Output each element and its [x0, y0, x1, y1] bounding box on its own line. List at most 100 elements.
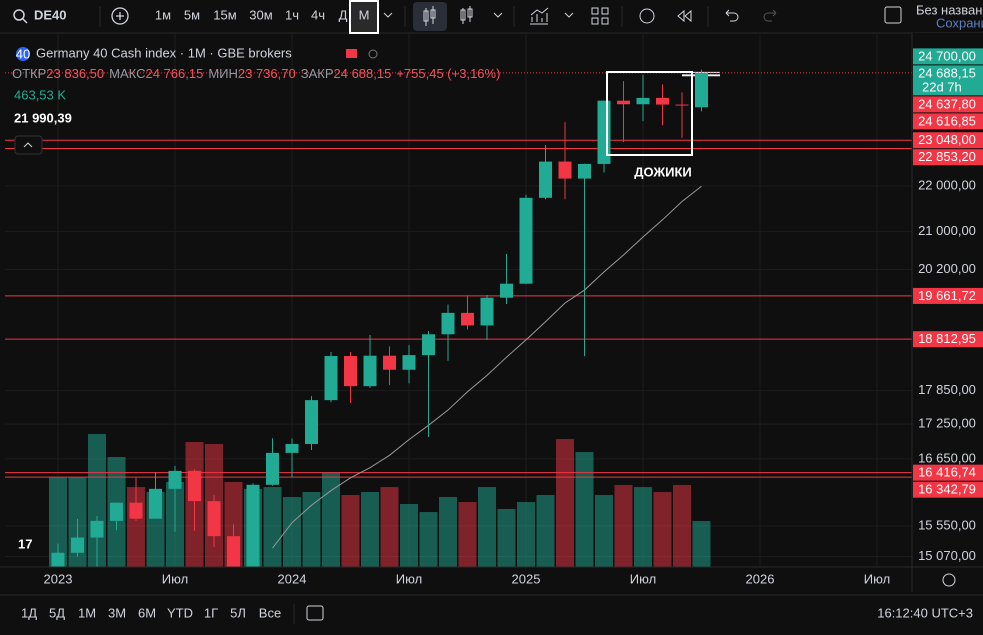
candles-type[interactable] [413, 2, 447, 31]
price-tick-label: 20 200,00 [918, 261, 976, 276]
volume-bar [536, 494, 555, 567]
time-tick-label: Июл [864, 571, 890, 586]
range-button[interactable]: 1Д [21, 605, 37, 620]
volume-bar [341, 494, 360, 567]
range-button[interactable]: 1Г [204, 605, 218, 620]
volume-bar [556, 439, 574, 567]
collapse-button[interactable] [14, 135, 43, 155]
undo[interactable] [725, 9, 739, 22]
search-icon [22, 18, 28, 24]
ohlc: ОТКР23 836,50 МАКС24 766,15 МИН23 736,70 ЗА… [12, 66, 500, 81]
interval[interactable]: 15м [213, 7, 236, 22]
range-button[interactable]: 1М [78, 605, 96, 620]
interval[interactable]: 1ч [285, 7, 299, 22]
time-axis: 2023 Июл 2024 Июл 2025 Июл 2026 Июл [44, 571, 891, 586]
interval[interactable]: 4ч [311, 7, 325, 22]
price-tag [913, 149, 983, 166]
price-tag [913, 464, 983, 481]
alert[interactable] [639, 8, 655, 24]
volume-bar [692, 521, 711, 567]
price-tick-label: 21 000,00 [918, 223, 976, 238]
interval[interactable]: 30м [249, 7, 272, 22]
interval[interactable]: 5м [184, 7, 200, 22]
indicators[interactable] [530, 7, 574, 25]
volume-bar [653, 492, 672, 567]
price-tag-label: 22 853,20 [918, 149, 976, 164]
candle-body [246, 484, 260, 567]
flag [346, 49, 357, 58]
date-range[interactable] [306, 605, 324, 621]
candle-body [168, 470, 182, 489]
settings[interactable] [942, 573, 956, 587]
price-tick-label: 17 250,00 [918, 416, 976, 431]
candle-body [129, 502, 143, 519]
legend-title: Germany 40 Cash index · 1M · GBE brokers [36, 45, 292, 60]
range-button[interactable]: 5Д [49, 605, 65, 620]
price-tag-label: 24 637,80 [918, 96, 976, 111]
chart-type[interactable] [460, 6, 503, 24]
candle-body [578, 163, 591, 179]
save-status: Сохранить [936, 15, 983, 30]
range-button[interactable]: 6М [138, 605, 156, 620]
volume-bar [419, 512, 438, 567]
layout-name[interactable]: Без назван [916, 2, 982, 17]
range-button[interactable]: YTD [167, 605, 193, 620]
value: 23 836,50 [46, 66, 104, 81]
volume-bar [673, 484, 691, 567]
redo[interactable] [763, 9, 777, 22]
add-symbol[interactable] [111, 7, 129, 25]
value: 24 766,15 [145, 66, 203, 81]
volume-bar [322, 471, 340, 567]
candle-body [363, 355, 377, 387]
moving-average [272, 185, 702, 549]
label: МИН [208, 66, 238, 81]
interval[interactable]: 1м [155, 7, 171, 22]
time-tick-label: 2024 [278, 571, 307, 586]
candle-body [51, 552, 65, 567]
price-tag-label: 16 416,74 [918, 465, 976, 480]
legend-eye [368, 49, 378, 59]
volume-bar [380, 487, 399, 567]
intervals: 1м 5м 15м 30м 1ч 4ч Д М [155, 7, 370, 22]
replay[interactable] [677, 9, 692, 23]
candle-body [402, 355, 416, 370]
ma-value: 21 990,39 [14, 110, 72, 125]
range-button[interactable]: 3М [108, 605, 126, 620]
candle-body [285, 444, 299, 453]
candle-body [480, 297, 494, 326]
range-button[interactable]: Все [259, 605, 281, 620]
search-icon[interactable] [13, 9, 25, 21]
price-tag-label: 24 700,00 [918, 48, 976, 63]
candle-body [558, 161, 572, 179]
time-tick-label: Июл [630, 571, 656, 586]
volume-bar [283, 496, 301, 567]
candle-body [461, 312, 474, 326]
time-tick-label: 2025 [512, 571, 541, 586]
candle-body [71, 537, 84, 553]
change: +755,45 (+3,16%) [396, 66, 500, 81]
symbol[interactable]: DE40 [34, 7, 67, 22]
tv-logo: 17 [18, 536, 32, 551]
label: ОТКР [12, 66, 46, 81]
interval[interactable]: М [359, 7, 370, 22]
price-tag [913, 481, 983, 498]
volume-bar [517, 502, 535, 567]
candle-body [305, 400, 318, 445]
candle-body [695, 72, 708, 108]
candles [51, 69, 708, 567]
label: ЗАКР [301, 66, 334, 81]
candle-body [188, 470, 201, 502]
levels [5, 71, 912, 478]
volume-bar [575, 452, 594, 567]
range-button[interactable]: 5Л [230, 605, 246, 620]
interval[interactable]: Д [339, 7, 348, 22]
price-tag-label: 16 342,79 [918, 482, 976, 497]
price-tag [913, 331, 983, 348]
candle-body [656, 97, 669, 105]
templates[interactable] [591, 7, 609, 25]
volume-bar [49, 477, 67, 567]
layout-icon[interactable] [884, 6, 902, 24]
dropdown[interactable] [383, 12, 393, 18]
volume-bar [439, 496, 457, 567]
